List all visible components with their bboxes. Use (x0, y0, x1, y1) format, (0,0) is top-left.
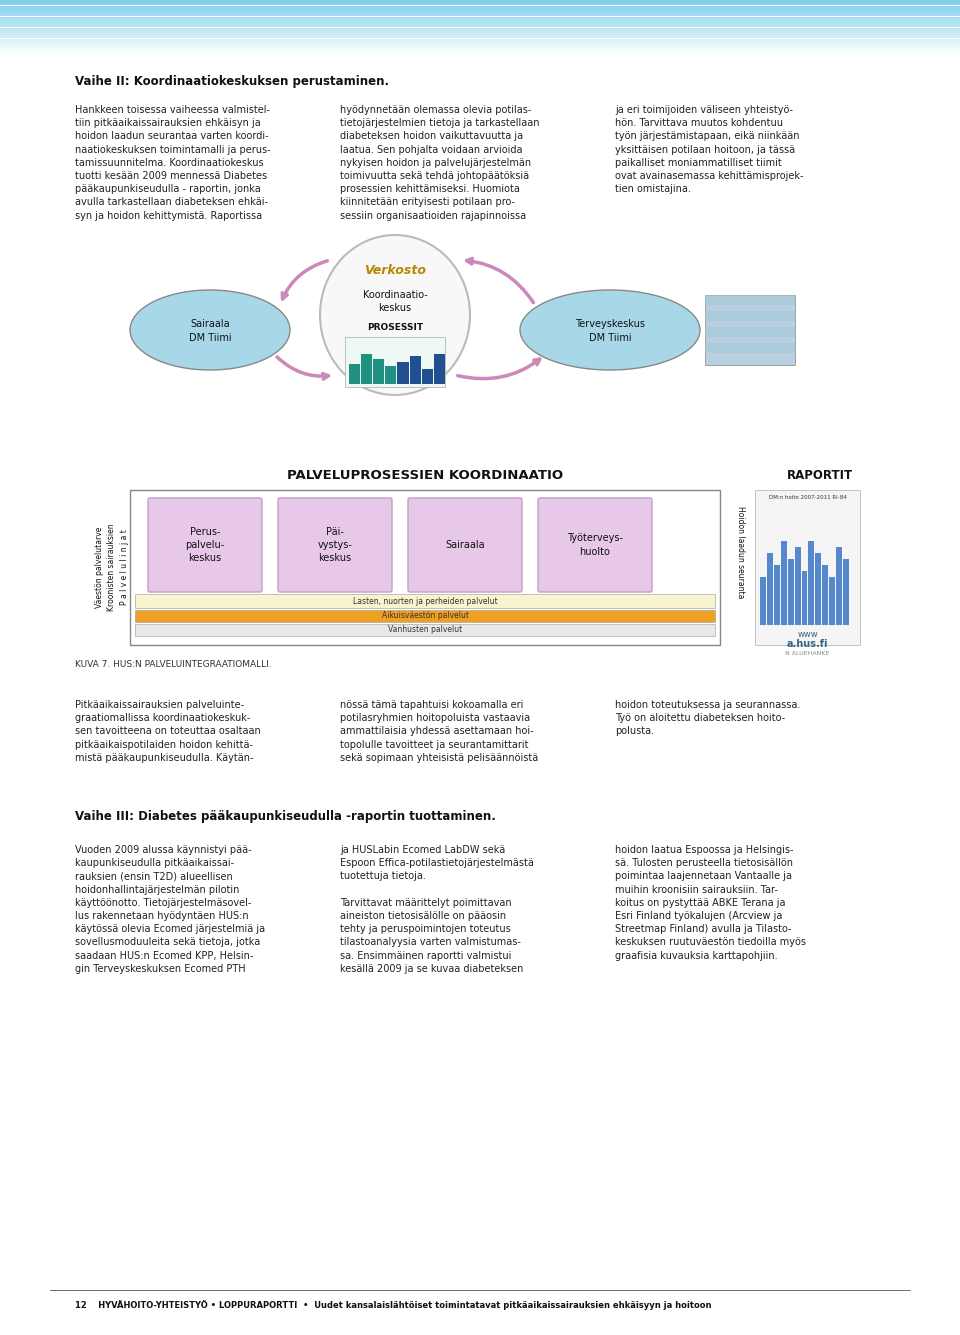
Bar (135, 610, 715, 622)
Bar (349, 364, 360, 384)
Text: Vaihe III: Diabetes pääkaupunkiseudulla -raportin tuottaminen.: Vaihe III: Diabetes pääkaupunkiseudulla … (75, 810, 496, 822)
Text: 12    HYVÄHOITO-YHTEISTYÖ • LOPPURAPORTTI  •  Uudet kansalaislähtöiset toimintat: 12 HYVÄHOITO-YHTEISTYÖ • LOPPURAPORTTI •… (75, 1300, 711, 1310)
FancyBboxPatch shape (278, 498, 392, 591)
Text: DM:n hoito 2007-2011 RI-84: DM:n hoito 2007-2011 RI-84 (769, 495, 847, 501)
Bar (410, 356, 420, 384)
Text: Vaihe II: Koordinaatiokeskuksen perustaminen.: Vaihe II: Koordinaatiokeskuksen perustam… (75, 75, 389, 88)
Bar (135, 594, 715, 607)
Bar (788, 559, 794, 625)
Bar (815, 553, 822, 625)
Bar (829, 577, 835, 625)
FancyBboxPatch shape (408, 498, 522, 591)
FancyBboxPatch shape (538, 498, 652, 591)
Text: keskus: keskus (378, 303, 412, 312)
Text: hoidon laatua Espoossa ja Helsingis-
sä. Tulosten perusteella tietosisällön
poim: hoidon laatua Espoossa ja Helsingis- sä.… (615, 845, 806, 961)
Text: Aikuisväestön palvelut: Aikuisväestön palvelut (381, 611, 468, 621)
Bar (836, 547, 842, 625)
Bar (705, 295, 795, 364)
Bar (808, 541, 814, 625)
Bar (780, 541, 786, 625)
Bar (774, 565, 780, 625)
Text: ja eri toimijoiden väliseen yhteistyö-
hön. Tarvittava muutos kohdentuu
työn jär: ja eri toimijoiden väliseen yhteistyö- h… (615, 105, 804, 194)
Bar (434, 354, 444, 384)
Text: a.hus.fi: a.hus.fi (787, 639, 828, 649)
Text: hoidon toteutuksessa ja seurannassa.
Työ on aloitettu diabeteksen hoito-
polusta: hoidon toteutuksessa ja seurannassa. Työ… (615, 700, 801, 737)
Ellipse shape (320, 235, 470, 395)
Bar (130, 490, 720, 645)
Bar (755, 490, 860, 645)
Bar (373, 359, 384, 384)
Text: Väestön palvelutarve
Kroonisten sairauksien
P a l v e l u l i n j a t: Väestön palvelutarve Kroonisten sairauks… (95, 523, 129, 611)
Text: Päi-
vystys-
keskus: Päi- vystys- keskus (318, 527, 352, 563)
Text: Koordinaatio-: Koordinaatio- (363, 290, 427, 300)
Bar (802, 571, 807, 625)
Text: DM Tiimi: DM Tiimi (588, 332, 632, 343)
Text: RAPORTIT: RAPORTIT (787, 469, 853, 482)
Text: Vanhusten palvelut: Vanhusten palvelut (388, 626, 462, 634)
Bar (705, 327, 795, 336)
Bar (767, 553, 773, 625)
Bar (823, 565, 828, 625)
Text: nössä tämä tapahtuisi kokoamalla eri
potilasryhmien hoitopoluista vastaavia
amma: nössä tämä tapahtuisi kokoamalla eri pot… (340, 700, 539, 762)
Text: DM Tiimi: DM Tiimi (189, 332, 231, 343)
Text: KUVA 7. HUS:N PALVELUINTEGRAATIOMALLI.: KUVA 7. HUS:N PALVELUINTEGRAATIOMALLI. (75, 659, 272, 669)
Bar (843, 559, 849, 625)
Text: PROSESSIT: PROSESSIT (367, 323, 423, 331)
Text: N ALUEHANKE: N ALUEHANKE (785, 651, 829, 655)
Ellipse shape (520, 290, 700, 370)
Text: Sairaala: Sairaala (190, 319, 229, 328)
Text: Terveyskeskus: Terveyskeskus (575, 319, 645, 328)
Text: ja HUSLabin Ecomed LabDW sekä
Espoon Effica-potilastietojärjestelmästä
tuotettuj: ja HUSLabin Ecomed LabDW sekä Espoon Eff… (340, 845, 534, 973)
Bar (421, 368, 433, 384)
Text: PALVELUPROSESSIEN KOORDINAATIO: PALVELUPROSESSIEN KOORDINAATIO (287, 469, 564, 482)
Text: Hankkeen toisessa vaiheessa valmistel-
tiin pitkäaikaissairauksien ehkäisyn ja
h: Hankkeen toisessa vaiheessa valmistel- t… (75, 105, 271, 220)
Text: Lasten, nuorten ja perheiden palvelut: Lasten, nuorten ja perheiden palvelut (352, 597, 497, 606)
Text: Perus-
palvelu-
keskus: Perus- palvelu- keskus (185, 527, 225, 563)
Text: Hoidon laadun seuranta: Hoidon laadun seuranta (735, 506, 745, 598)
Bar (135, 623, 715, 635)
Text: Vuoden 2009 alussa käynnistyi pää-
kaupunkiseudulla pitkäaikaissai-
rauksien (en: Vuoden 2009 alussa käynnistyi pää- kaupu… (75, 845, 265, 973)
Text: www: www (797, 630, 818, 639)
Bar (361, 354, 372, 384)
Bar (795, 547, 801, 625)
Bar (705, 295, 795, 304)
Ellipse shape (130, 290, 290, 370)
Text: Pitkäaikaissairauksien palveluinte-
graatiomallissa koordinaatiokeskuk-
sen tavo: Pitkäaikaissairauksien palveluinte- graa… (75, 700, 261, 762)
Text: Verkosto: Verkosto (364, 263, 426, 276)
Text: Työterveys-
huolto: Työterveys- huolto (567, 534, 623, 557)
Bar (705, 311, 795, 320)
Bar (397, 362, 409, 384)
Bar (345, 336, 445, 387)
Bar (385, 366, 396, 384)
Text: Sairaala: Sairaala (445, 539, 485, 550)
Text: hyödynnetään olemassa olevia potilas-
tietojärjestelmien tietoja ja tarkastellaa: hyödynnetään olemassa olevia potilas- ti… (340, 105, 540, 220)
Bar (705, 343, 795, 352)
FancyBboxPatch shape (148, 498, 262, 591)
Bar (760, 577, 766, 625)
